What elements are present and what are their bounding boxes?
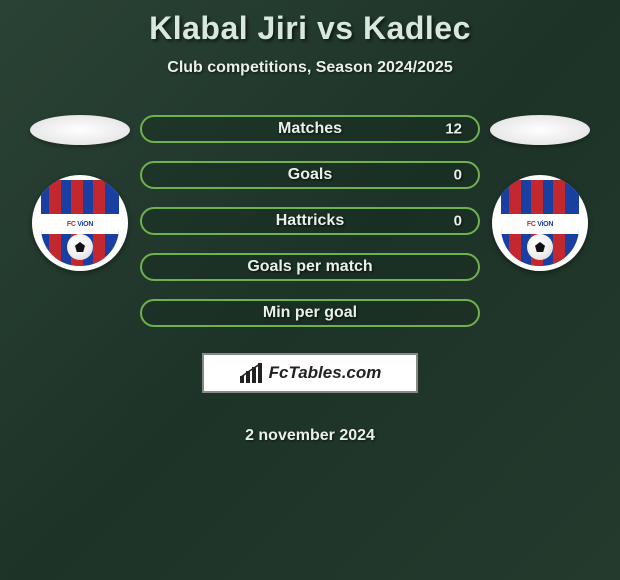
stat-row-min-per-goal: Min per goal bbox=[140, 299, 480, 327]
brand-box[interactable]: FcTables.com bbox=[202, 353, 418, 393]
stat-label: Matches bbox=[278, 120, 342, 138]
left-player-column: FC ViON bbox=[20, 115, 140, 271]
subtitle: Club competitions, Season 2024/2025 bbox=[167, 59, 452, 77]
player-avatar-left bbox=[30, 115, 130, 145]
stat-right: 12 bbox=[445, 121, 462, 138]
shield-icon: FC ViON bbox=[41, 180, 119, 266]
stat-row-goals: Goals 0 bbox=[140, 161, 480, 189]
stats-column: Matches 12 Goals 0 Hattricks 0 Goals per… bbox=[140, 115, 480, 445]
shield-icon: FC ViON bbox=[501, 180, 579, 266]
club-logo-right: FC ViON bbox=[492, 175, 588, 271]
club-logo-left: FC ViON bbox=[32, 175, 128, 271]
stat-label: Hattricks bbox=[276, 212, 344, 230]
football-icon bbox=[527, 234, 553, 260]
stat-right: 0 bbox=[454, 213, 462, 230]
bar-chart-icon bbox=[239, 362, 263, 384]
stat-row-goals-per-match: Goals per match bbox=[140, 253, 480, 281]
comparison-card: Klabal Jiri vs Kadlec Club competitions,… bbox=[0, 0, 620, 445]
stat-right: 0 bbox=[454, 167, 462, 184]
player-avatar-right bbox=[490, 115, 590, 145]
stat-label: Goals bbox=[288, 166, 332, 184]
stat-label: Min per goal bbox=[263, 304, 357, 322]
stat-label: Goals per match bbox=[247, 258, 372, 276]
stat-row-matches: Matches 12 bbox=[140, 115, 480, 143]
date-text: 2 november 2024 bbox=[245, 427, 375, 445]
main-row: FC ViON Matches 12 Goals 0 Hattricks 0 bbox=[0, 115, 620, 445]
stat-row-hattricks: Hattricks 0 bbox=[140, 207, 480, 235]
right-player-column: FC ViON bbox=[480, 115, 600, 271]
brand-text: FcTables.com bbox=[269, 363, 382, 383]
page-title: Klabal Jiri vs Kadlec bbox=[149, 10, 471, 47]
football-icon bbox=[67, 234, 93, 260]
